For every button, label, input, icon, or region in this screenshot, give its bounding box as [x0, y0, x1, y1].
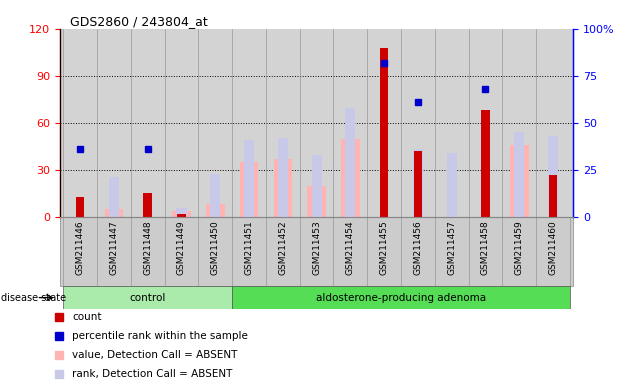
Text: GSM211455: GSM211455: [380, 220, 389, 275]
Bar: [514, 132, 524, 217]
Text: GSM211458: GSM211458: [481, 220, 490, 275]
Text: GSM211457: GSM211457: [447, 220, 456, 275]
Bar: [414, 151, 422, 217]
Bar: [177, 214, 186, 217]
Text: aldosterone-producing adenoma: aldosterone-producing adenoma: [316, 293, 486, 303]
Text: GSM211446: GSM211446: [76, 220, 84, 275]
Bar: [380, 48, 388, 217]
Text: disease state: disease state: [1, 293, 66, 303]
Text: GSM211460: GSM211460: [549, 220, 558, 275]
Bar: [273, 159, 292, 217]
Bar: [311, 155, 322, 217]
Text: GSM211459: GSM211459: [515, 220, 524, 275]
Bar: [244, 140, 254, 217]
Bar: [240, 162, 258, 217]
Bar: [105, 209, 123, 217]
Text: GSM211450: GSM211450: [211, 220, 220, 275]
Bar: [172, 211, 191, 217]
Text: GSM211447: GSM211447: [110, 220, 118, 275]
Text: GSM211454: GSM211454: [346, 220, 355, 275]
Bar: [447, 153, 457, 217]
Text: percentile rank within the sample: percentile rank within the sample: [72, 331, 248, 341]
Bar: [76, 197, 84, 217]
Text: count: count: [72, 312, 101, 322]
Text: GSM211451: GSM211451: [244, 220, 253, 275]
Text: value, Detection Call = ABSENT: value, Detection Call = ABSENT: [72, 350, 238, 360]
Text: GSM211449: GSM211449: [177, 220, 186, 275]
FancyBboxPatch shape: [232, 286, 570, 309]
Bar: [481, 110, 490, 217]
Bar: [413, 149, 423, 217]
Bar: [345, 108, 355, 217]
Bar: [548, 136, 558, 217]
Text: GSM211448: GSM211448: [143, 220, 152, 275]
FancyBboxPatch shape: [63, 286, 232, 309]
Text: GDS2860 / 243804_at: GDS2860 / 243804_at: [70, 15, 208, 28]
Bar: [510, 145, 529, 217]
Bar: [549, 175, 558, 217]
Bar: [206, 204, 224, 217]
Text: GSM211453: GSM211453: [312, 220, 321, 275]
Text: control: control: [130, 293, 166, 303]
Bar: [144, 194, 152, 217]
Bar: [278, 138, 288, 217]
Text: rank, Detection Call = ABSENT: rank, Detection Call = ABSENT: [72, 369, 232, 379]
Bar: [176, 208, 186, 217]
Bar: [307, 185, 326, 217]
Text: GSM211452: GSM211452: [278, 220, 287, 275]
Bar: [341, 139, 360, 217]
Bar: [109, 177, 119, 217]
Bar: [210, 174, 220, 217]
Text: GSM211456: GSM211456: [413, 220, 422, 275]
